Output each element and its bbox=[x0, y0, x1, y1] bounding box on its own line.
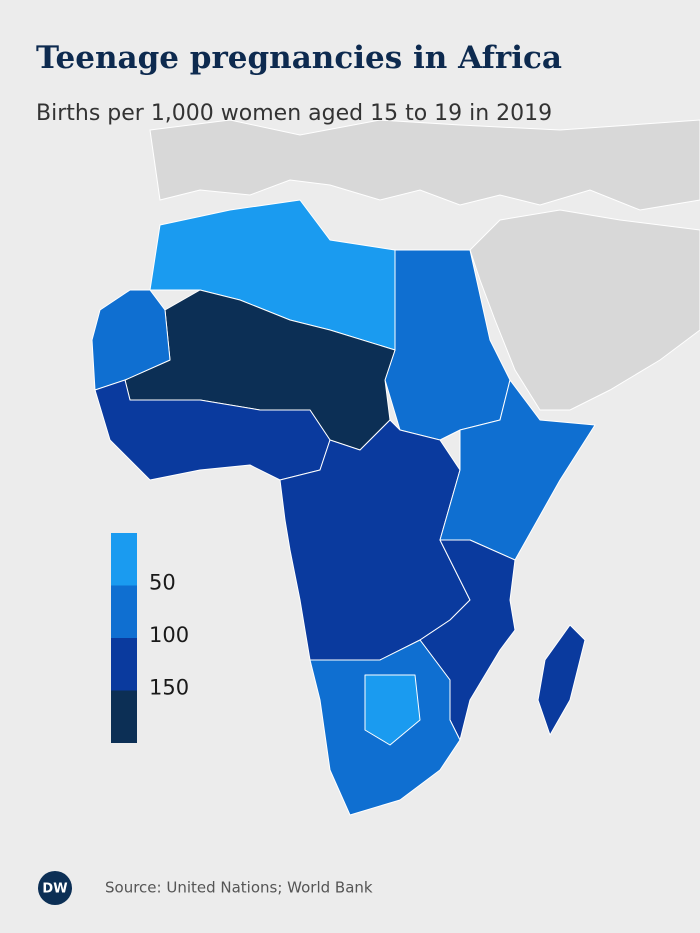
legend-bin bbox=[111, 638, 137, 691]
subtitle: Births per 1,000 women aged 15 to 19 in … bbox=[36, 101, 552, 126]
madagascar bbox=[537, 624, 586, 736]
surrounding-land bbox=[149, 119, 700, 411]
legend-bin bbox=[111, 533, 137, 586]
tanzania-mozambique bbox=[419, 539, 516, 741]
title: Teenage pregnancies in Africa bbox=[36, 40, 562, 76]
legend-tick-label: 100 bbox=[149, 623, 189, 647]
countries bbox=[91, 199, 596, 816]
europe bbox=[149, 119, 700, 211]
logo-circle bbox=[38, 871, 72, 905]
legend-bin bbox=[111, 585, 137, 638]
botswana bbox=[364, 674, 421, 746]
mauritania-senegal bbox=[91, 289, 171, 391]
logo: DW bbox=[38, 871, 72, 905]
legend-bin bbox=[111, 690, 137, 743]
east-africa bbox=[439, 379, 596, 561]
arabia bbox=[469, 209, 700, 411]
legend-tick-label: 150 bbox=[149, 676, 189, 700]
logo-text: DW bbox=[42, 882, 67, 897]
legend: 50 100 150 bbox=[111, 533, 189, 743]
source: Source: United Nations; World Bank bbox=[105, 879, 373, 897]
legend-tick-label: 50 bbox=[149, 571, 176, 595]
